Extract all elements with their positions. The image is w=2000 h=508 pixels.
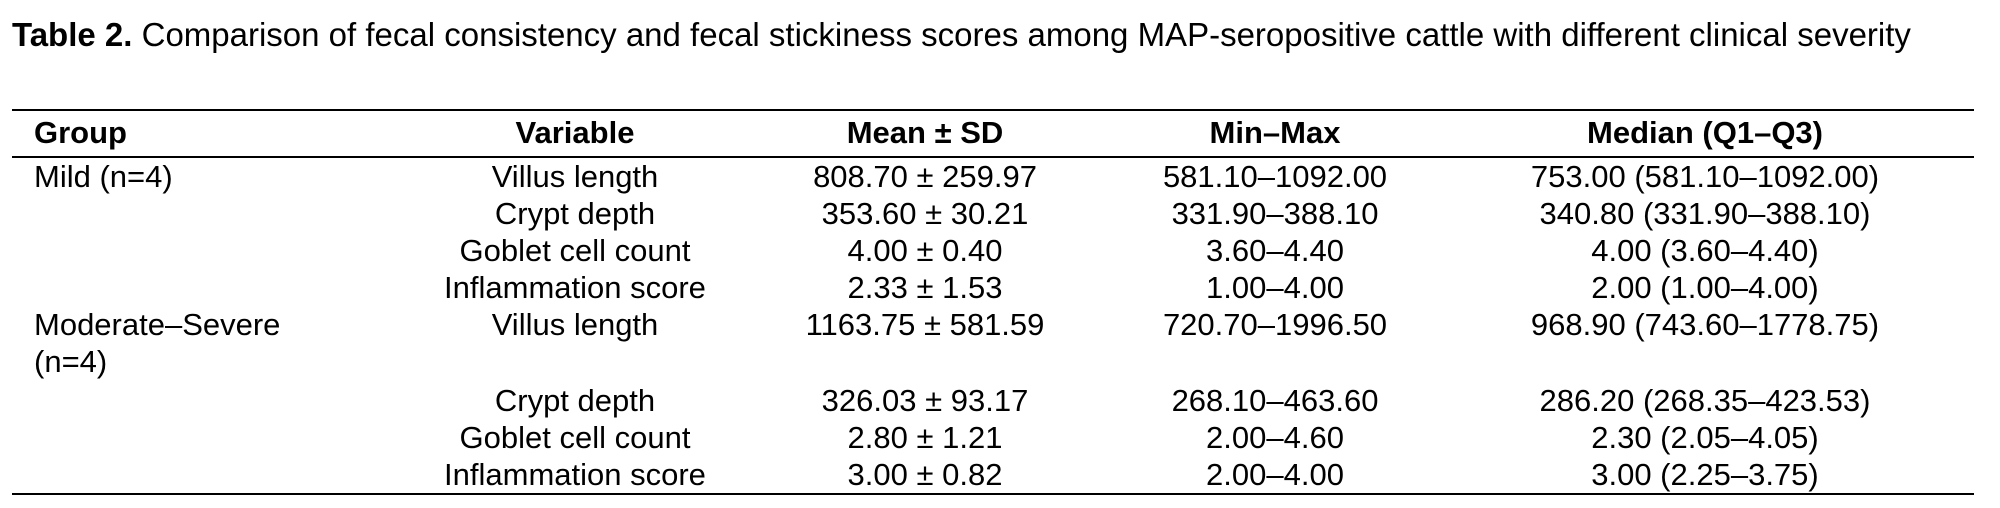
- table-row: Mild (n=4) Villus length 808.70 ± 259.97…: [0, 158, 2000, 195]
- cell-median: 968.90 (743.60–1778.75): [1530, 307, 1880, 342]
- cell-variable: Goblet cell count: [459, 233, 691, 268]
- table-row: Inflammation score 3.00 ± 0.82 2.00–4.00…: [0, 456, 2000, 493]
- table-row: Goblet cell count 4.00 ± 0.40 3.60–4.40 …: [0, 232, 2000, 269]
- cell-mean-sd: 353.60 ± 30.21: [821, 196, 1029, 231]
- cell-variable: Villus length: [491, 307, 659, 342]
- cell-mean-sd: 4.00 ± 0.40: [847, 233, 1003, 268]
- cell-variable: Inflammation score: [444, 457, 706, 492]
- cell-min-max: 331.90–388.10: [1171, 196, 1379, 231]
- cell-variable: Crypt depth: [494, 383, 656, 418]
- cell-group: Mild (n=4): [34, 159, 173, 194]
- table-caption: Table 2. Comparison of fecal consistency…: [12, 14, 1972, 56]
- table-row: Inflammation score 2.33 ± 1.53 1.00–4.00…: [0, 269, 2000, 306]
- cell-variable: Crypt depth: [494, 196, 656, 231]
- cell-mean-sd: 326.03 ± 93.17: [821, 383, 1029, 418]
- cell-variable: Villus length: [491, 159, 659, 194]
- table-caption-label: Table 2.: [12, 16, 133, 53]
- cell-min-max: 2.00–4.00: [1206, 457, 1344, 492]
- table-row: Crypt depth 353.60 ± 30.21 331.90–388.10…: [0, 195, 2000, 232]
- header-median: Median (Q1–Q3): [1587, 115, 1823, 150]
- cell-variable: Goblet cell count: [459, 420, 691, 455]
- cell-median: 340.80 (331.90–388.10): [1539, 196, 1871, 231]
- table-header-rule: [12, 156, 1974, 158]
- table-row: Goblet cell count 2.80 ± 1.21 2.00–4.60 …: [0, 419, 2000, 456]
- cell-min-max: 581.10–1092.00: [1162, 159, 1388, 194]
- cell-min-max: 2.00–4.60: [1206, 420, 1344, 455]
- header-variable: Variable: [515, 115, 635, 150]
- cell-median: 286.20 (268.35–423.53): [1539, 383, 1871, 418]
- header-group: Group: [34, 115, 127, 150]
- cell-median: 753.00 (581.10–1092.00): [1530, 159, 1880, 194]
- cell-variable: Inflammation score: [444, 270, 706, 305]
- table-top-rule: [12, 109, 1974, 111]
- cell-mean-sd: 2.33 ± 1.53: [847, 270, 1003, 305]
- table-header-row: Group Variable Mean ± SD Min–Max Median …: [0, 113, 2000, 153]
- cell-median: 2.00 (1.00–4.00): [1591, 270, 1819, 305]
- cell-mean-sd: 808.70 ± 259.97: [813, 159, 1037, 194]
- header-min-max: Min–Max: [1209, 115, 1341, 150]
- cell-median: 3.00 (2.25–3.75): [1591, 457, 1819, 492]
- table-row: Moderate–Severe (n=4) Villus length 1163…: [0, 306, 2000, 380]
- cell-min-max: 3.60–4.40: [1206, 233, 1344, 268]
- cell-mean-sd: 2.80 ± 1.21: [847, 420, 1003, 455]
- table-body: Mild (n=4) Villus length 808.70 ± 259.97…: [0, 158, 2000, 493]
- table-bottom-rule: [12, 493, 1974, 495]
- cell-group: Moderate–Severe (n=4): [34, 307, 281, 379]
- cell-mean-sd: 3.00 ± 0.82: [847, 457, 1003, 492]
- cell-mean-sd: 1163.75 ± 581.59: [805, 307, 1045, 342]
- header-mean-sd: Mean ± SD: [846, 115, 1004, 150]
- cell-min-max: 268.10–463.60: [1171, 383, 1379, 418]
- cell-min-max: 1.00–4.00: [1206, 270, 1344, 305]
- cell-median: 4.00 (3.60–4.40): [1591, 233, 1819, 268]
- table-caption-text: Comparison of fecal consistency and feca…: [132, 16, 1911, 53]
- table-row: Crypt depth 326.03 ± 93.17 268.10–463.60…: [0, 382, 2000, 419]
- cell-min-max: 720.70–1996.50: [1162, 307, 1388, 342]
- cell-median: 2.30 (2.05–4.05): [1591, 420, 1819, 455]
